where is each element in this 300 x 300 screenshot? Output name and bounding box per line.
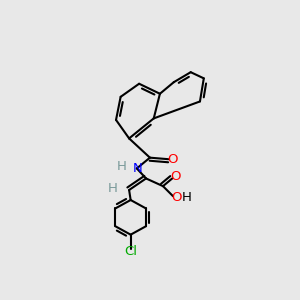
Text: H: H [182, 191, 192, 204]
Text: Cl: Cl [124, 245, 137, 258]
Text: H: H [108, 182, 118, 195]
Text: O: O [170, 170, 181, 183]
Text: H: H [116, 160, 126, 173]
Text: O: O [168, 153, 178, 166]
Text: N: N [133, 162, 142, 175]
Text: O: O [171, 191, 181, 204]
